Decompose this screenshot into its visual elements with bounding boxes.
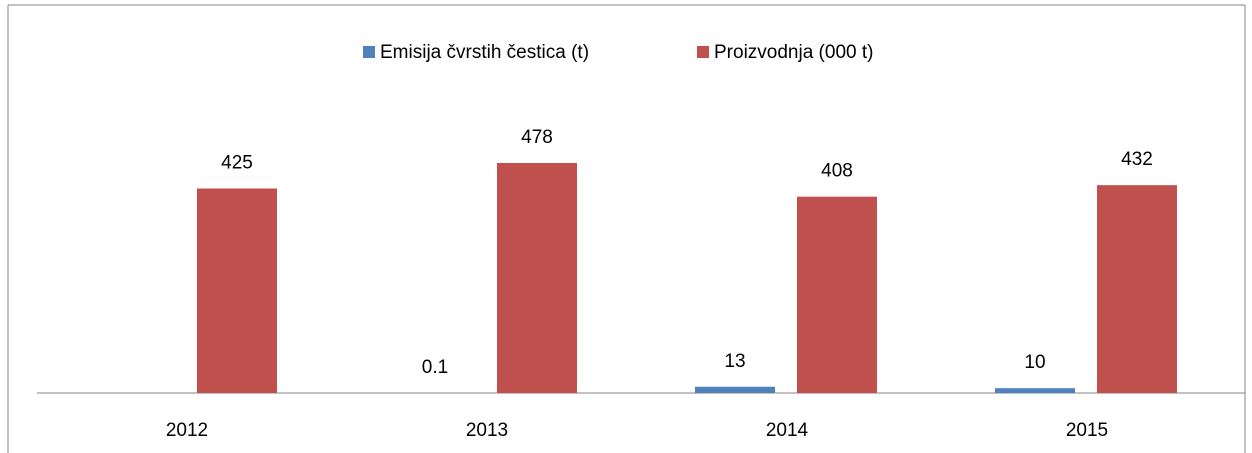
legend-label: Emisija čvrstih čestica (t) [380, 42, 589, 63]
data-label: 408 [821, 161, 853, 182]
data-label: 13 [724, 351, 745, 372]
data-label: 10 [1024, 352, 1045, 373]
bar [1097, 185, 1177, 393]
bar [695, 386, 775, 393]
data-label: 432 [1121, 149, 1153, 170]
bar [197, 188, 277, 393]
data-label: 0.1 [422, 357, 448, 378]
x-tick-label: 2012 [166, 420, 208, 441]
bar [497, 163, 577, 393]
data-label: 478 [521, 127, 553, 148]
bar [797, 196, 877, 393]
legend-swatch [697, 46, 709, 58]
x-tick-label: 2015 [1066, 420, 1108, 441]
bar [995, 388, 1075, 393]
legend-swatch [363, 46, 375, 58]
x-tick-label: 2013 [466, 420, 508, 441]
legend-label: Proizvodnja (000 t) [714, 42, 873, 63]
x-tick-label: 2014 [766, 420, 809, 441]
data-label: 425 [221, 153, 253, 174]
